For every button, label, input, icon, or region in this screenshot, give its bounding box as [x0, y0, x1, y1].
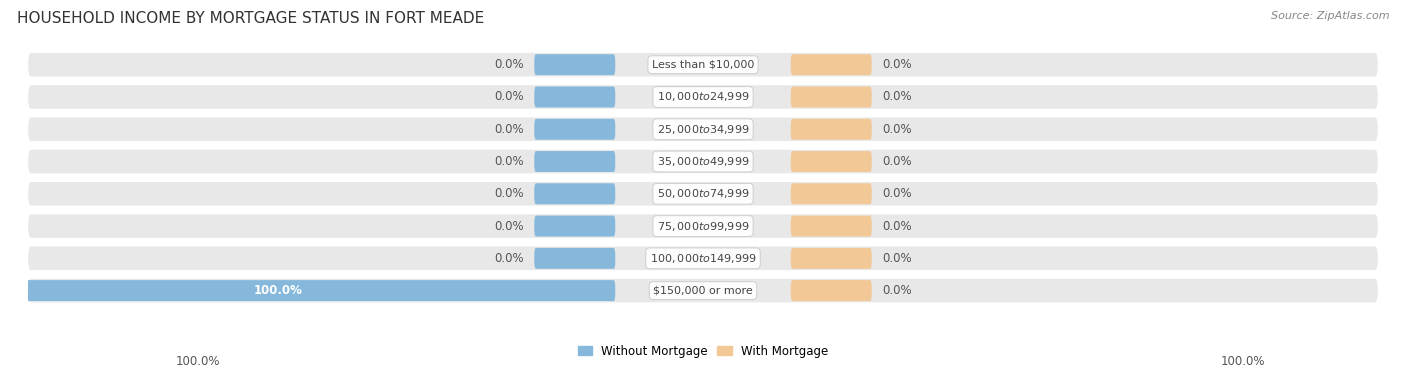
- FancyBboxPatch shape: [790, 215, 872, 237]
- FancyBboxPatch shape: [534, 215, 616, 237]
- FancyBboxPatch shape: [28, 214, 1378, 238]
- Text: Less than $10,000: Less than $10,000: [652, 60, 754, 70]
- FancyBboxPatch shape: [534, 183, 616, 204]
- Text: 0.0%: 0.0%: [495, 220, 524, 232]
- FancyBboxPatch shape: [28, 182, 1378, 206]
- FancyBboxPatch shape: [0, 280, 616, 301]
- FancyBboxPatch shape: [28, 85, 1378, 109]
- Text: 0.0%: 0.0%: [882, 220, 911, 232]
- Text: $100,000 to $149,999: $100,000 to $149,999: [650, 252, 756, 265]
- Text: 0.0%: 0.0%: [882, 90, 911, 104]
- FancyBboxPatch shape: [790, 280, 872, 301]
- Text: 100.0%: 100.0%: [253, 284, 302, 297]
- Text: 0.0%: 0.0%: [882, 155, 911, 168]
- Text: $150,000 or more: $150,000 or more: [654, 286, 752, 296]
- FancyBboxPatch shape: [790, 151, 872, 172]
- Text: 0.0%: 0.0%: [882, 252, 911, 265]
- Text: $25,000 to $34,999: $25,000 to $34,999: [657, 123, 749, 136]
- FancyBboxPatch shape: [28, 150, 1378, 173]
- Text: HOUSEHOLD INCOME BY MORTGAGE STATUS IN FORT MEADE: HOUSEHOLD INCOME BY MORTGAGE STATUS IN F…: [17, 11, 484, 26]
- Text: Source: ZipAtlas.com: Source: ZipAtlas.com: [1271, 11, 1389, 21]
- Text: 100.0%: 100.0%: [176, 355, 221, 368]
- Legend: Without Mortgage, With Mortgage: Without Mortgage, With Mortgage: [574, 340, 832, 362]
- Text: 0.0%: 0.0%: [882, 284, 911, 297]
- FancyBboxPatch shape: [534, 54, 616, 75]
- Text: 0.0%: 0.0%: [495, 155, 524, 168]
- Text: 0.0%: 0.0%: [495, 123, 524, 136]
- Text: 0.0%: 0.0%: [495, 58, 524, 71]
- FancyBboxPatch shape: [28, 279, 1378, 302]
- Text: 100.0%: 100.0%: [1220, 355, 1265, 368]
- Text: 0.0%: 0.0%: [495, 252, 524, 265]
- Text: $75,000 to $99,999: $75,000 to $99,999: [657, 220, 749, 232]
- FancyBboxPatch shape: [28, 118, 1378, 141]
- Text: 0.0%: 0.0%: [495, 187, 524, 200]
- FancyBboxPatch shape: [790, 87, 872, 107]
- FancyBboxPatch shape: [28, 53, 1378, 76]
- Text: 0.0%: 0.0%: [882, 187, 911, 200]
- FancyBboxPatch shape: [534, 119, 616, 140]
- Text: 0.0%: 0.0%: [495, 90, 524, 104]
- Text: 0.0%: 0.0%: [882, 123, 911, 136]
- FancyBboxPatch shape: [790, 54, 872, 75]
- Text: 0.0%: 0.0%: [882, 58, 911, 71]
- Text: $35,000 to $49,999: $35,000 to $49,999: [657, 155, 749, 168]
- FancyBboxPatch shape: [790, 248, 872, 269]
- FancyBboxPatch shape: [534, 151, 616, 172]
- FancyBboxPatch shape: [790, 183, 872, 204]
- Text: $50,000 to $74,999: $50,000 to $74,999: [657, 187, 749, 200]
- FancyBboxPatch shape: [790, 119, 872, 140]
- FancyBboxPatch shape: [28, 246, 1378, 270]
- Text: $10,000 to $24,999: $10,000 to $24,999: [657, 90, 749, 104]
- FancyBboxPatch shape: [534, 248, 616, 269]
- FancyBboxPatch shape: [534, 87, 616, 107]
